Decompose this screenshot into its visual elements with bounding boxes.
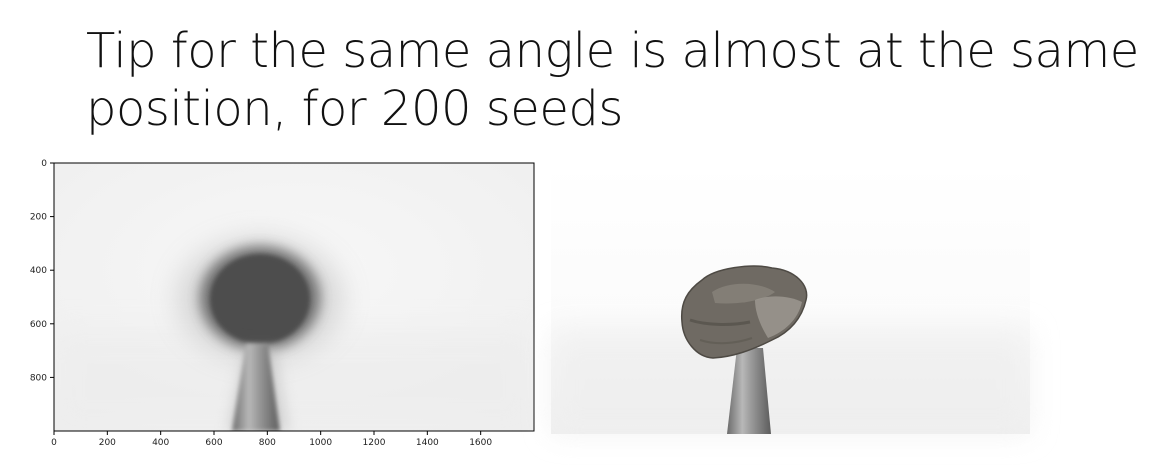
x-tick-label: 800 bbox=[259, 438, 276, 448]
averaged-seed-image: 0 200 400 600 800 1000 1200 1400 1600 0 200 400 600… bbox=[30, 159, 535, 448]
slide-title-line-2: position, for 200 seeds bbox=[86, 81, 623, 137]
slide-title: Tip for the same angle is almost at the … bbox=[86, 22, 1156, 138]
x-axis: 0 200 400 600 800 1000 1200 1400 1600 bbox=[51, 431, 492, 448]
x-tick-label: 600 bbox=[205, 438, 222, 448]
slide-title-line-1: Tip for the same angle is almost at the … bbox=[86, 23, 1139, 79]
y-tick-label: 600 bbox=[30, 320, 47, 330]
x-tick-label: 1400 bbox=[416, 438, 439, 448]
x-tick-label: 1600 bbox=[469, 438, 492, 448]
y-tick-label: 400 bbox=[30, 266, 47, 276]
x-tick-label: 1200 bbox=[363, 438, 386, 448]
y-axis: 0 200 400 600 800 bbox=[30, 159, 54, 383]
y-tick-label: 800 bbox=[30, 373, 47, 383]
y-tick-label: 0 bbox=[41, 159, 47, 169]
x-tick-label: 200 bbox=[99, 438, 116, 448]
x-tick-label: 0 bbox=[51, 438, 57, 448]
y-tick-label: 200 bbox=[30, 213, 47, 223]
x-tick-label: 400 bbox=[152, 438, 169, 448]
x-tick-label: 1000 bbox=[309, 438, 332, 448]
seed-photo bbox=[551, 164, 1030, 434]
